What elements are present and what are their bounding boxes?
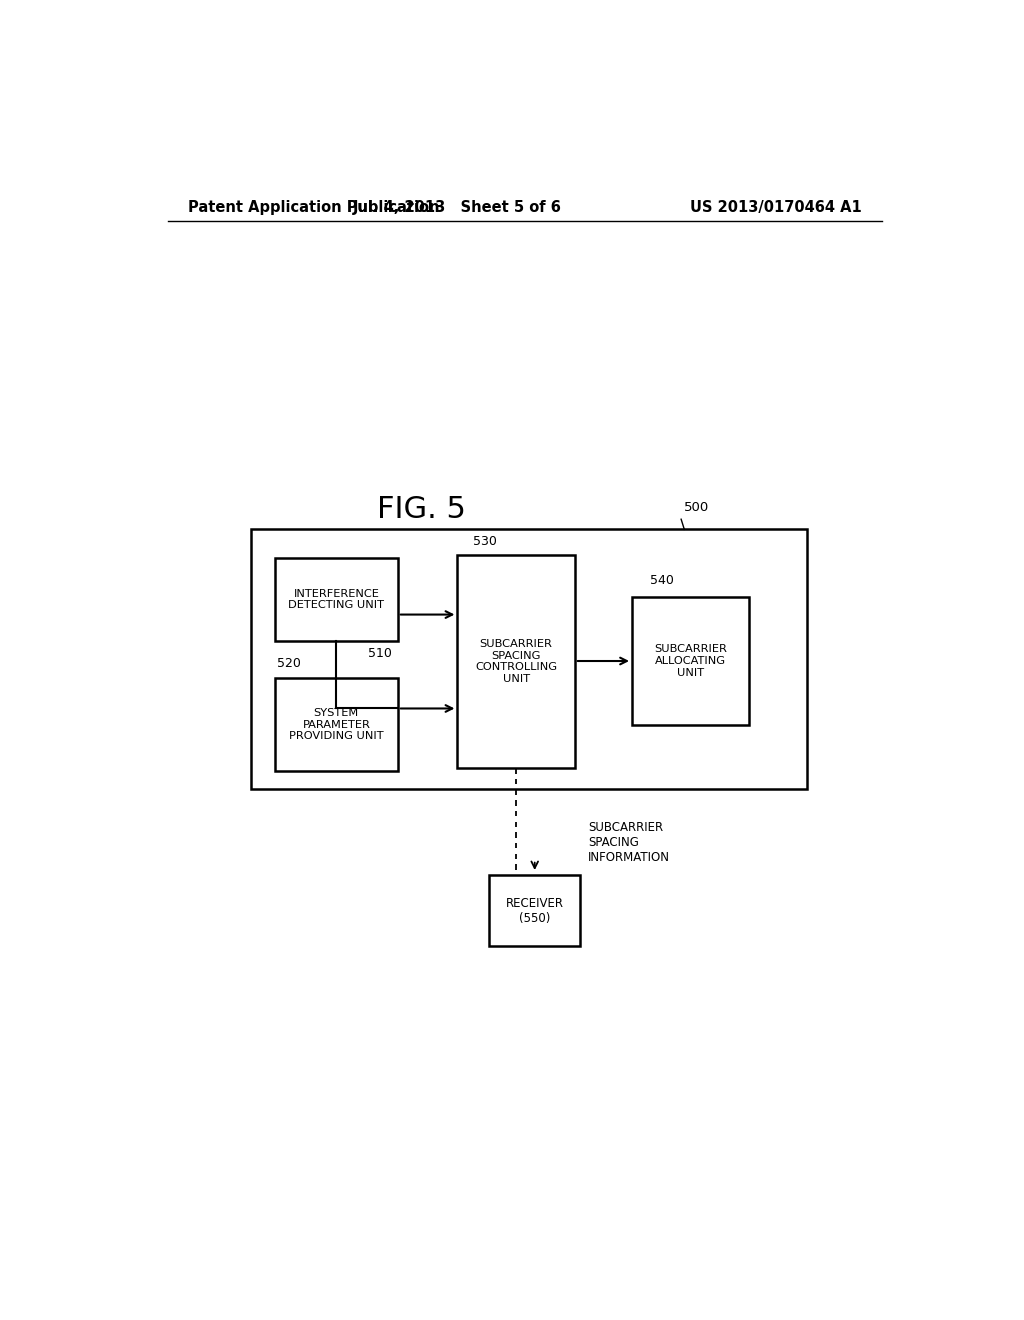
Text: Patent Application Publication: Patent Application Publication [187, 199, 439, 215]
Bar [632, 598, 750, 725]
Text: RECEIVER
(550): RECEIVER (550) [506, 896, 564, 924]
Text: 510: 510 [368, 647, 391, 660]
Text: FIG. 5: FIG. 5 [377, 495, 466, 524]
Bar [458, 554, 574, 768]
Bar [489, 875, 581, 946]
Text: SUBCARRIER
SPACING
INFORMATION: SUBCARRIER SPACING INFORMATION [588, 821, 671, 863]
Bar [274, 677, 397, 771]
Text: 520: 520 [278, 656, 301, 669]
Text: SUBCARRIER
ALLOCATING
UNIT: SUBCARRIER ALLOCATING UNIT [654, 644, 727, 677]
Text: 500: 500 [684, 502, 709, 515]
Bar [251, 529, 807, 788]
Text: US 2013/0170464 A1: US 2013/0170464 A1 [690, 199, 862, 215]
Text: INTERFERENCE
DETECTING UNIT: INTERFERENCE DETECTING UNIT [289, 589, 384, 610]
Text: 540: 540 [650, 574, 674, 587]
Text: SUBCARRIER
SPACING
CONTROLLING
UNIT: SUBCARRIER SPACING CONTROLLING UNIT [475, 639, 557, 684]
Text: Jul. 4, 2013   Sheet 5 of 6: Jul. 4, 2013 Sheet 5 of 6 [353, 199, 562, 215]
Text: 530: 530 [473, 535, 497, 548]
Bar [274, 558, 397, 642]
Text: SYSTEM
PARAMETER
PROVIDING UNIT: SYSTEM PARAMETER PROVIDING UNIT [289, 708, 384, 741]
